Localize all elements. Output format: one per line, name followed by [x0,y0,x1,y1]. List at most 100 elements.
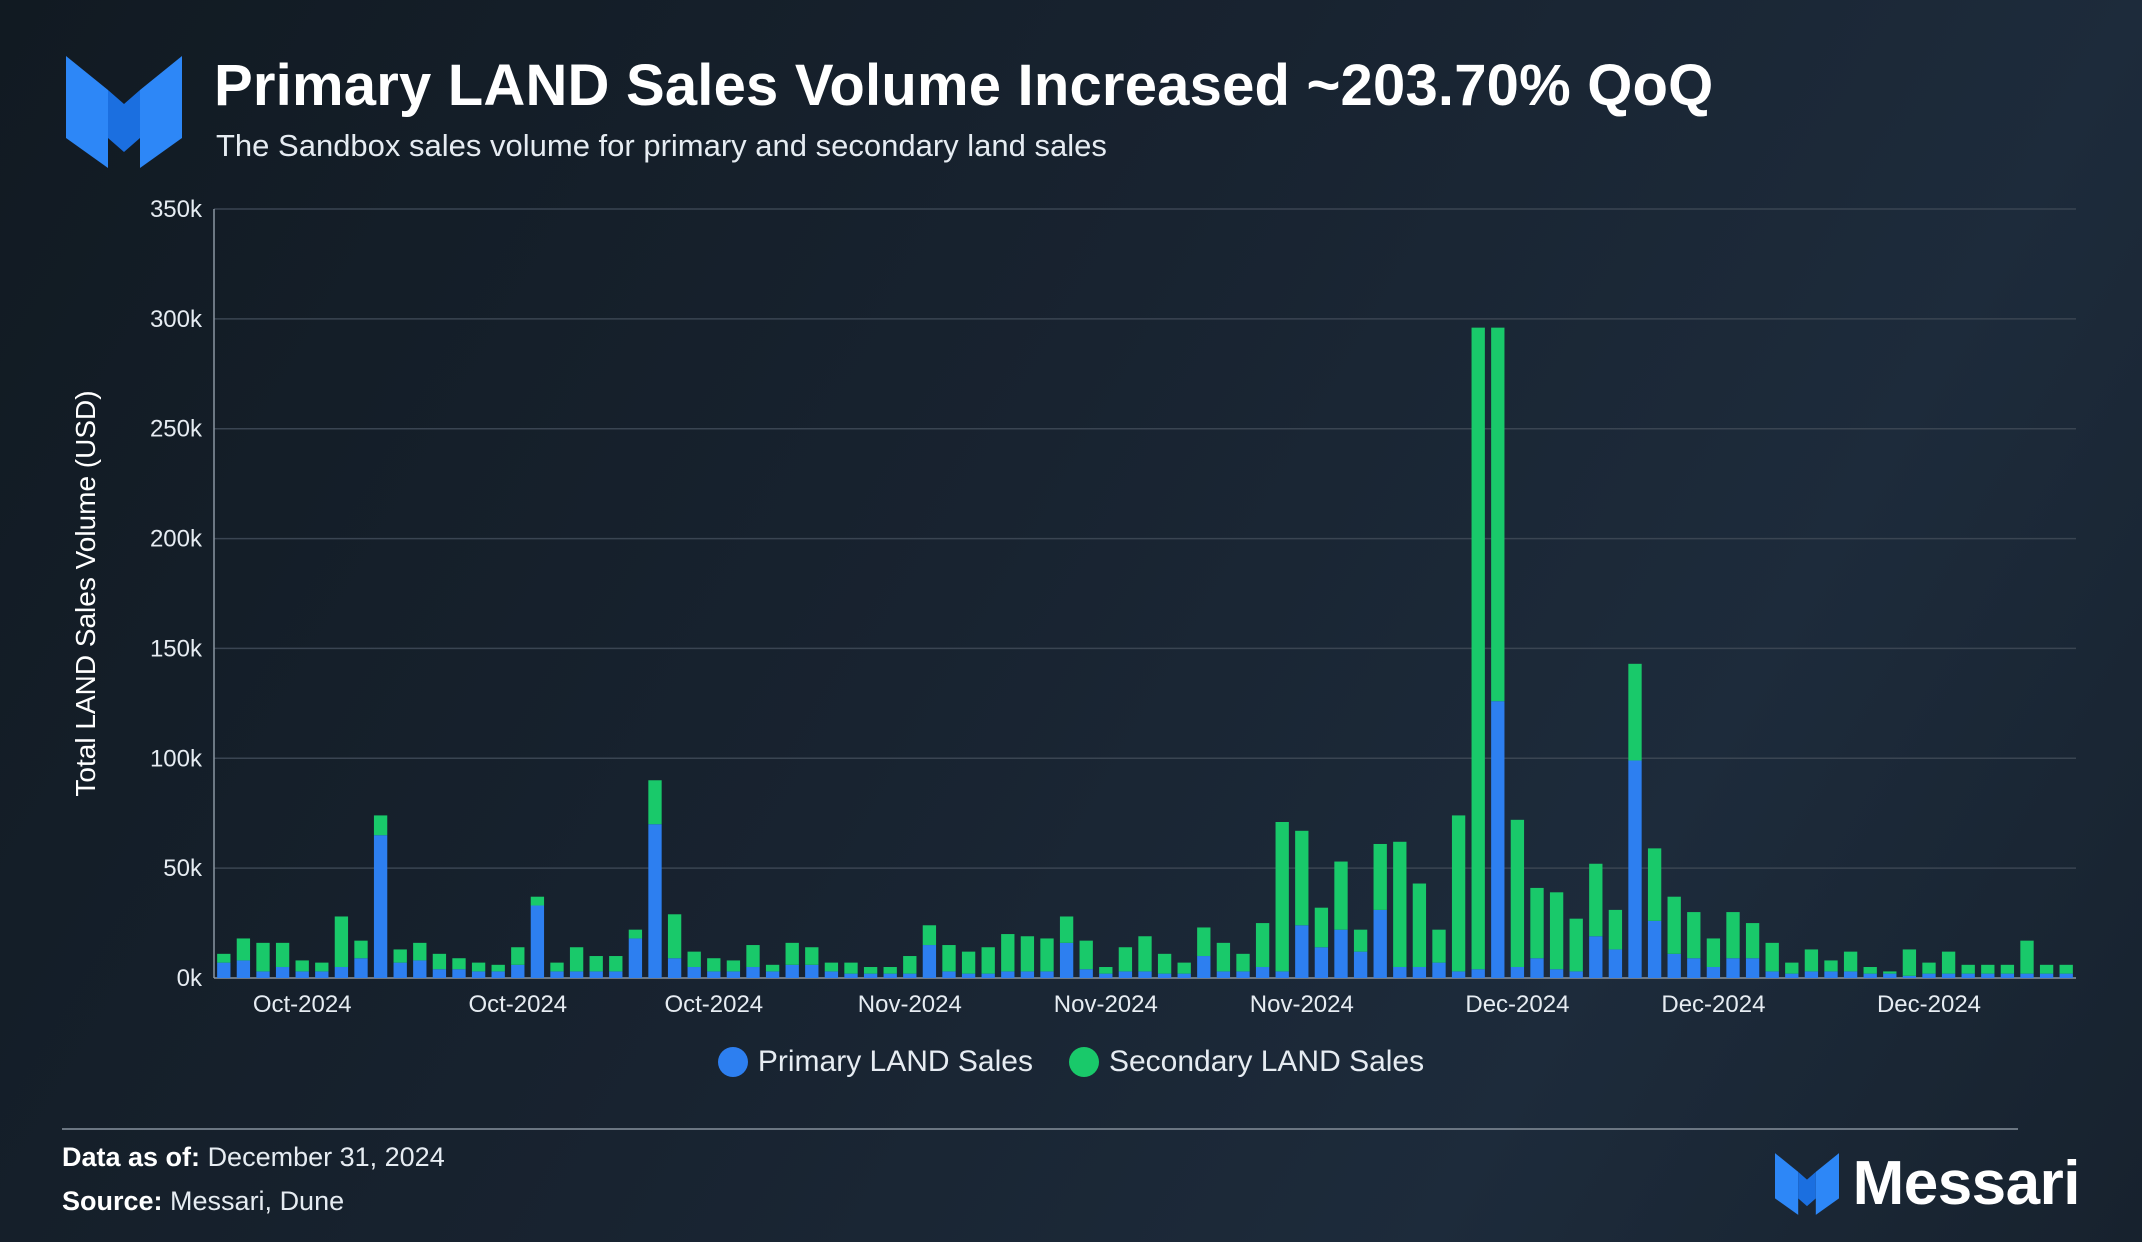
bar-secondary [1079,940,1093,970]
stacked-bar-chart: 0k 50k 100k 150k 200k 250k 300k 350k Total LAND … [70,196,2076,1018]
bar-primary [550,971,564,978]
bar-primary [1157,973,1172,978]
bar-primary [1961,973,1975,978]
bar-primary [785,964,799,978]
bar-secondary [1118,947,1133,972]
chart-title: Primary LAND Sales Volume Increased ~203… [214,53,1714,118]
bar-primary [589,971,603,978]
bar-primary [1589,936,1603,978]
bar-secondary [589,956,603,972]
bar-primary [1099,973,1113,978]
bar-secondary [1157,953,1172,974]
bar-primary [1432,962,1446,978]
bar-secondary [687,951,701,968]
data-as-of-value: December 31, 2024 [207,1142,445,1172]
bar-primary [1412,967,1427,978]
chart-legend: Primary LAND Sales Secondary LAND Sales [0,1045,2142,1079]
bar-primary [315,971,329,978]
bar-primary [648,824,662,978]
bar-primary [452,969,466,978]
bar-secondary [471,962,486,972]
bar-primary [1353,951,1368,978]
bar-primary [746,967,760,978]
bar-primary [1020,971,1035,978]
bar-secondary [961,951,976,974]
x-tick-label: Oct-2024 [468,991,567,1018]
bar-secondary [1138,936,1152,972]
bar-primary [1471,969,1485,978]
bar-primary [805,964,819,978]
bar-primary [1549,969,1564,978]
legend-item-secondary[interactable]: Secondary LAND Sales [1068,1045,1424,1079]
x-tick-label: Nov-2024 [1250,991,1354,1018]
y-tick-label: 100k [150,745,203,772]
bar-secondary [550,962,564,972]
bar-secondary [1471,327,1485,970]
bar-secondary [2000,964,2015,974]
bar-secondary [1569,918,1583,972]
legend-dot-secondary [1068,1047,1099,1077]
bar-secondary [1745,923,1760,959]
bar-secondary [1099,967,1113,974]
source-line: Source: Messari, Dune [62,1186,344,1217]
bar-secondary [452,958,466,970]
bar-secondary [1981,964,1995,974]
bar-primary [1510,967,1525,978]
bar-secondary [1491,327,1505,702]
bar-secondary [1863,967,1877,974]
bar-secondary [1726,912,1740,959]
bar-secondary [1412,883,1427,968]
bar-secondary [1785,962,1799,974]
chart-subtitle: The Sandbox sales volume for primary and… [216,128,1107,163]
bar-secondary [785,942,799,965]
bar-primary [961,973,976,978]
x-tick-label: Dec-2024 [1661,991,1765,1018]
bar-secondary [1941,951,1956,974]
y-axis-title: Total LAND Sales Volume (USD) [70,390,101,796]
bar-secondary [236,938,251,961]
bar-primary [393,962,407,978]
bar-primary [1883,973,1897,978]
bar-secondary [275,942,290,968]
bar-primary [1804,971,1819,978]
bar-secondary [530,896,545,906]
bar-primary [1001,971,1015,978]
y-tick-label: 50k [163,855,203,882]
bar-primary [863,973,878,978]
bar-primary [1059,942,1074,978]
legend-item-primary[interactable]: Primary LAND Sales [717,1045,1033,1079]
y-tick-label: 0k [177,965,203,992]
bar-secondary [1275,822,1289,972]
bar-primary [1040,971,1054,978]
bar-primary [1687,958,1701,978]
bar-primary [1628,760,1642,978]
data-as-of-label: Data as of: [62,1142,201,1172]
y-tick-label: 150k [150,635,203,662]
bar-primary [1902,975,1917,978]
bar-secondary [726,960,741,972]
bar-primary [2059,973,2073,978]
y-tick-label: 300k [150,306,203,333]
bar-primary [1236,971,1250,978]
bar-secondary [1353,929,1368,952]
bar-secondary [1040,938,1054,972]
bar-secondary [295,960,309,972]
bar-primary [2039,973,2054,978]
bar-secondary [1197,927,1211,957]
bar-secondary [2039,964,2054,974]
messari-logo-icon [66,56,182,168]
bar-primary [275,967,290,978]
bar-primary [1138,971,1152,978]
bar-secondary [217,953,231,963]
bar-primary [1765,971,1779,978]
bar-primary [1079,969,1093,978]
bar-secondary [2020,940,2034,974]
bar-primary [1608,949,1623,978]
bar-secondary [432,953,447,970]
bar-secondary [1824,960,1838,972]
bar-secondary [746,945,760,968]
bar-secondary [1432,929,1446,963]
legend-label-primary: Primary LAND Sales [757,1045,1033,1078]
bar-primary [217,962,231,978]
bar-primary [1726,958,1740,978]
